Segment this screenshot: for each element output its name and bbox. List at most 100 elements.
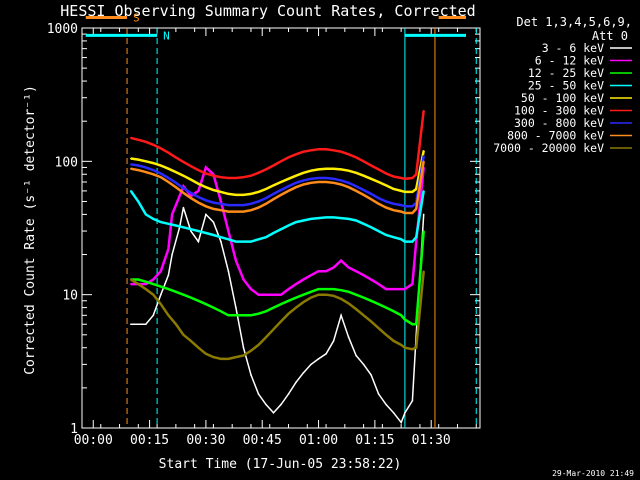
data-point <box>422 213 425 216</box>
data-point <box>404 412 406 414</box>
data-point <box>362 160 365 163</box>
data-point <box>152 173 155 176</box>
data-point <box>302 183 305 186</box>
data-point <box>212 201 215 204</box>
data-point <box>197 230 200 232</box>
data-point <box>415 323 417 326</box>
data-point <box>175 186 177 188</box>
data-point <box>242 194 245 196</box>
data-point <box>422 270 425 272</box>
data-point <box>272 306 275 309</box>
data-point <box>175 182 177 184</box>
data-point <box>145 160 147 163</box>
data-point <box>265 336 267 338</box>
data-point <box>411 399 414 402</box>
data-point <box>411 212 414 214</box>
x-tick-label: 00:45 <box>243 433 282 448</box>
data-point <box>355 219 357 222</box>
data-point <box>280 189 282 191</box>
y-tick-label: 1000 <box>47 22 78 37</box>
data-point <box>377 393 380 395</box>
data-point <box>411 283 414 285</box>
data-point <box>422 190 425 192</box>
data-point <box>377 168 380 171</box>
data-point <box>310 149 312 152</box>
data-point <box>227 210 230 213</box>
data-point <box>152 314 155 317</box>
data-point <box>220 200 222 203</box>
data-point <box>287 190 290 192</box>
data-point <box>400 190 402 192</box>
data-point <box>332 216 335 219</box>
data-point <box>257 293 260 296</box>
data-point <box>220 236 222 238</box>
data-point <box>392 175 395 178</box>
data-point <box>340 259 342 262</box>
data-point <box>197 190 200 192</box>
legend-label: 800 - 7000 keV <box>507 129 604 143</box>
data-point <box>362 194 365 196</box>
data-point <box>272 293 275 296</box>
data-point <box>235 194 237 196</box>
data-point <box>152 169 155 171</box>
data-point <box>160 172 162 175</box>
data-point <box>370 278 372 281</box>
data-point <box>235 177 237 179</box>
data-point <box>302 293 305 296</box>
data-point <box>137 200 140 203</box>
data-point <box>332 288 335 290</box>
data-point <box>385 206 387 209</box>
y-tick-label: 10 <box>62 289 78 304</box>
data-point <box>145 323 147 326</box>
data-point <box>227 193 230 195</box>
data-point <box>152 218 155 220</box>
data-point <box>272 184 275 187</box>
data-point <box>411 205 414 208</box>
data-point <box>175 171 177 173</box>
data-point <box>317 148 320 151</box>
data-point <box>325 148 327 151</box>
data-point <box>302 150 305 153</box>
data-point <box>347 218 350 220</box>
data-point <box>205 172 207 175</box>
data-point <box>400 344 402 346</box>
data-point <box>280 320 282 323</box>
data-point <box>250 349 252 352</box>
data-point <box>287 224 290 227</box>
data-point <box>220 358 222 360</box>
data-point <box>377 303 380 305</box>
data-point <box>340 314 342 317</box>
data-point <box>317 217 320 219</box>
data-point <box>347 336 350 338</box>
y-tick-label: 100 <box>55 155 78 170</box>
data-point <box>235 306 237 309</box>
data-point <box>392 288 395 290</box>
data-point <box>197 240 200 243</box>
data-point <box>377 203 380 205</box>
data-point <box>145 213 147 216</box>
data-point <box>422 160 425 163</box>
data-point <box>295 283 297 285</box>
time-markers <box>126 28 477 428</box>
data-point <box>287 288 290 290</box>
data-point <box>205 213 207 216</box>
data-point <box>355 293 357 296</box>
data-point <box>287 312 290 315</box>
data-point <box>182 226 185 229</box>
data-point <box>355 185 357 188</box>
data-point <box>362 314 365 317</box>
data-point <box>152 278 155 281</box>
x-tick-label: 00:30 <box>186 433 225 448</box>
data-point <box>257 312 260 315</box>
data-point <box>310 363 312 366</box>
data-point <box>400 204 402 206</box>
legend-label: 12 - 25 keV <box>528 66 604 80</box>
data-point <box>220 240 222 243</box>
data-point <box>317 288 320 290</box>
data-point <box>377 230 380 232</box>
series-group <box>129 109 425 425</box>
data-point <box>310 274 312 276</box>
data-point <box>265 203 267 205</box>
legend-label: 25 - 50 keV <box>528 79 604 93</box>
